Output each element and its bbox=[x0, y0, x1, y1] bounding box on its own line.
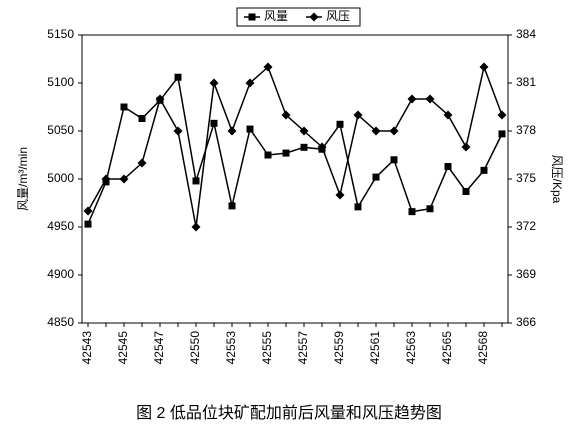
marker bbox=[227, 126, 237, 136]
series-line bbox=[87, 75, 503, 225]
marker bbox=[389, 126, 399, 136]
marker bbox=[336, 120, 344, 128]
marker bbox=[228, 202, 236, 210]
marker bbox=[245, 78, 255, 88]
marker bbox=[353, 110, 363, 120]
marker bbox=[300, 143, 308, 151]
x-tick-label: 42565 bbox=[440, 331, 454, 365]
marker bbox=[282, 149, 290, 157]
marker bbox=[174, 73, 182, 81]
y-tick-label: 5000 bbox=[47, 171, 74, 185]
y-tick-label: 4950 bbox=[47, 219, 74, 233]
marker bbox=[210, 119, 218, 127]
marker bbox=[137, 158, 147, 168]
x-tick-label: 42568 bbox=[476, 331, 490, 365]
y2-tick-label: 366 bbox=[516, 315, 536, 329]
x-tick-label: 42543 bbox=[80, 331, 94, 365]
marker bbox=[209, 78, 219, 88]
marker bbox=[83, 206, 93, 216]
marker bbox=[264, 151, 272, 159]
y-axis-label: 风量/m³/min bbox=[16, 147, 30, 211]
y-tick-label: 5150 bbox=[47, 27, 74, 41]
marker bbox=[371, 126, 381, 136]
marker bbox=[246, 125, 254, 133]
marker bbox=[479, 62, 489, 72]
marker bbox=[248, 13, 256, 21]
y2-tick-label: 369 bbox=[516, 267, 536, 281]
x-tick-label: 42561 bbox=[368, 331, 382, 365]
marker bbox=[444, 163, 452, 171]
marker bbox=[119, 174, 129, 184]
x-tick-label: 42557 bbox=[296, 331, 310, 365]
y2-tick-label: 384 bbox=[516, 27, 536, 41]
marker bbox=[498, 130, 506, 138]
marker bbox=[101, 174, 111, 184]
marker bbox=[317, 142, 327, 152]
marker bbox=[263, 62, 273, 72]
marker bbox=[372, 173, 380, 181]
y-tick-label: 4850 bbox=[47, 315, 74, 329]
x-tick-label: 42559 bbox=[332, 331, 346, 365]
marker bbox=[497, 110, 507, 120]
marker bbox=[390, 156, 398, 164]
y-tick-label: 4900 bbox=[47, 267, 74, 281]
marker bbox=[425, 94, 435, 104]
marker bbox=[407, 94, 417, 104]
marker bbox=[335, 190, 345, 200]
marker bbox=[462, 187, 470, 195]
y2-tick-label: 381 bbox=[516, 75, 536, 89]
x-tick-label: 42563 bbox=[404, 331, 418, 365]
marker bbox=[192, 177, 200, 185]
marker bbox=[120, 103, 128, 111]
plot-frame bbox=[81, 34, 509, 324]
marker bbox=[309, 12, 319, 22]
x-tick-label: 42550 bbox=[188, 331, 202, 365]
x-tick-label: 42547 bbox=[152, 331, 166, 365]
marker bbox=[354, 203, 362, 211]
x-tick-label: 42553 bbox=[224, 331, 238, 365]
marker bbox=[173, 126, 183, 136]
y2-tick-label: 378 bbox=[516, 123, 536, 137]
legend-label: 风量 bbox=[264, 9, 288, 23]
y2-tick-label: 375 bbox=[516, 171, 536, 185]
marker bbox=[461, 142, 471, 152]
marker bbox=[281, 110, 291, 120]
marker bbox=[299, 126, 309, 136]
y2-axis-label: 风压/Kpa bbox=[550, 155, 564, 204]
y-tick-label: 5100 bbox=[47, 75, 74, 89]
marker bbox=[408, 208, 416, 216]
legend-label: 风压 bbox=[326, 9, 350, 23]
marker bbox=[426, 205, 434, 213]
y-tick-label: 5050 bbox=[47, 123, 74, 137]
marker bbox=[155, 94, 165, 104]
marker bbox=[480, 166, 488, 174]
chart-title: 图 2 低品位块矿配加前后风量和风压趋势图 bbox=[136, 404, 442, 422]
marker bbox=[191, 222, 201, 232]
series-line bbox=[87, 64, 503, 228]
marker bbox=[138, 115, 146, 123]
marker bbox=[84, 220, 92, 228]
x-tick-label: 42545 bbox=[116, 331, 130, 365]
marker bbox=[443, 110, 453, 120]
legend-box bbox=[236, 7, 361, 27]
y2-tick-label: 372 bbox=[516, 219, 536, 233]
x-tick-label: 42555 bbox=[260, 331, 274, 365]
